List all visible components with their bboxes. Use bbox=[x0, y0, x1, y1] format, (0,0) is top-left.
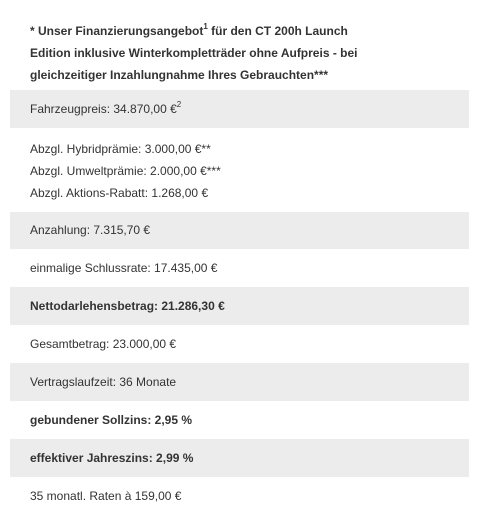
umweltpraemie-text: Abzgl. Umweltprämie: 2.000,00 €*** bbox=[30, 164, 221, 178]
offer-header-line-2: Edition inklusive Winterkompletträder oh… bbox=[30, 46, 358, 60]
anzahlung-text: Anzahlung: 7.315,70 € bbox=[30, 223, 151, 237]
jahreszins-row: effektiver Jahreszins: 2,99 % bbox=[10, 439, 469, 477]
raten-text: 35 monatl. Raten à 159,00 € bbox=[30, 488, 182, 503]
offer-header-line-3: gleichzeitiger Inzahlungnahme Ihres Gebr… bbox=[30, 68, 329, 82]
gesamtbetrag-text: Gesamtbetrag: 23.000,00 € bbox=[30, 336, 177, 351]
offer-header-line-1: * Unser Finanzierungsangebot1 für den CT… bbox=[30, 22, 348, 39]
footnote-marker: 2 bbox=[176, 99, 182, 109]
laufzeit-row: Vertragslaufzeit: 36 Monate bbox=[10, 363, 469, 401]
jahreszins-text: effektiver Jahreszins: 2,99 % bbox=[30, 450, 194, 465]
abzuege-row: Abzgl. Hybridprämie: 3.000,00 €** Abzgl.… bbox=[10, 128, 469, 212]
nettodarlehen-text: Nettodarlehensbetrag: 21.286,30 € bbox=[30, 298, 225, 313]
anzahlung-row: Anzahlung: 7.315,70 € bbox=[10, 212, 469, 249]
hybridpraemie-text: Abzgl. Hybridprämie: 3.000,00 €** bbox=[30, 142, 211, 156]
footnote-marker: 1 bbox=[203, 22, 208, 31]
gesamtbetrag-row: Gesamtbetrag: 23.000,00 € bbox=[10, 325, 469, 363]
laufzeit-text: Vertragslaufzeit: 36 Monate bbox=[30, 374, 177, 389]
sollzins-row: gebundener Sollzins: 2,95 % bbox=[10, 401, 469, 439]
schlussrate-row: einmalige Schlussrate: 17.435,00 € bbox=[10, 249, 469, 287]
raten-row: 35 monatl. Raten à 159,00 € bbox=[10, 477, 469, 515]
aktions-rabatt-text: Abzgl. Aktions-Rabatt: 1.268,00 € bbox=[30, 186, 209, 200]
fahrzeugpreis-row: Fahrzeugpreis: 34.870,00 €2 bbox=[10, 90, 469, 128]
sollzins-text: gebundener Sollzins: 2,95 % bbox=[30, 412, 193, 427]
fahrzeugpreis-text: Fahrzeugpreis: 34.870,00 €2 bbox=[30, 99, 182, 116]
nettodarlehen-row: Nettodarlehensbetrag: 21.286,30 € bbox=[10, 287, 469, 325]
offer-header: * Unser Finanzierungsangebot1 für den CT… bbox=[10, 8, 469, 90]
schlussrate-text: einmalige Schlussrate: 17.435,00 € bbox=[30, 260, 218, 275]
